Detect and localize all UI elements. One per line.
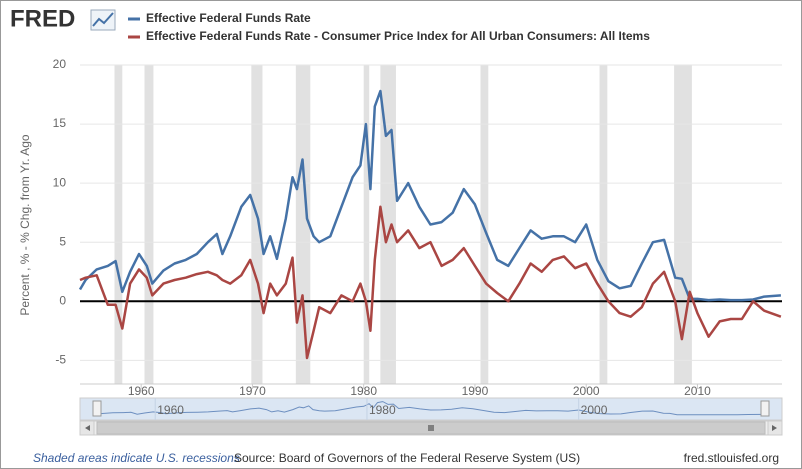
series-line xyxy=(78,89,781,302)
x-tick-label: 1960 xyxy=(128,384,155,398)
navigator-area xyxy=(96,401,764,416)
y-tick-label: 5 xyxy=(59,234,66,248)
logo-icon xyxy=(90,9,116,31)
navigator-bg xyxy=(79,397,783,421)
navigator-tick-label: 2000 xyxy=(581,403,608,417)
recession-band xyxy=(599,65,608,384)
logo: FRED xyxy=(10,5,75,32)
recession-band xyxy=(114,65,123,384)
y-tick-label: 15 xyxy=(53,116,67,130)
y-axis-label: Percent , % - % Chg. from Yr. Ago xyxy=(18,134,32,316)
navigator-handle[interactable] xyxy=(760,400,770,417)
arrow-left xyxy=(85,425,90,431)
x-tick-label: 1990 xyxy=(462,384,489,398)
source: Source: Board of Governors of the Federa… xyxy=(234,451,580,465)
y-tick-label: 10 xyxy=(53,175,67,189)
x-tick-label: 2000 xyxy=(573,384,600,398)
y-tick-label: 20 xyxy=(53,57,67,71)
legend-label: Effective Federal Funds Rate xyxy=(146,11,311,25)
recession-band xyxy=(251,65,263,384)
x-tick-label: 1970 xyxy=(239,384,266,398)
recession-band xyxy=(480,65,489,384)
arrow-right xyxy=(772,425,777,431)
navigator-tick-label: 1980 xyxy=(369,403,396,417)
y-tick-label: 0 xyxy=(59,293,66,307)
series-line xyxy=(79,205,782,360)
footnote: Shaded areas indicate U.S. recessions xyxy=(33,451,240,465)
recession-band xyxy=(363,65,370,384)
navigator-tick-label: 1960 xyxy=(157,403,184,417)
recession-band xyxy=(144,65,154,384)
legend-label: Effective Federal Funds Rate - Consumer … xyxy=(146,29,650,43)
x-tick-label: 2010 xyxy=(684,384,711,398)
url: fred.stlouisfed.org xyxy=(684,451,779,465)
navigator-handle[interactable] xyxy=(92,400,102,417)
y-tick-label: -5 xyxy=(55,353,66,367)
x-tick-label: 1980 xyxy=(350,384,377,398)
